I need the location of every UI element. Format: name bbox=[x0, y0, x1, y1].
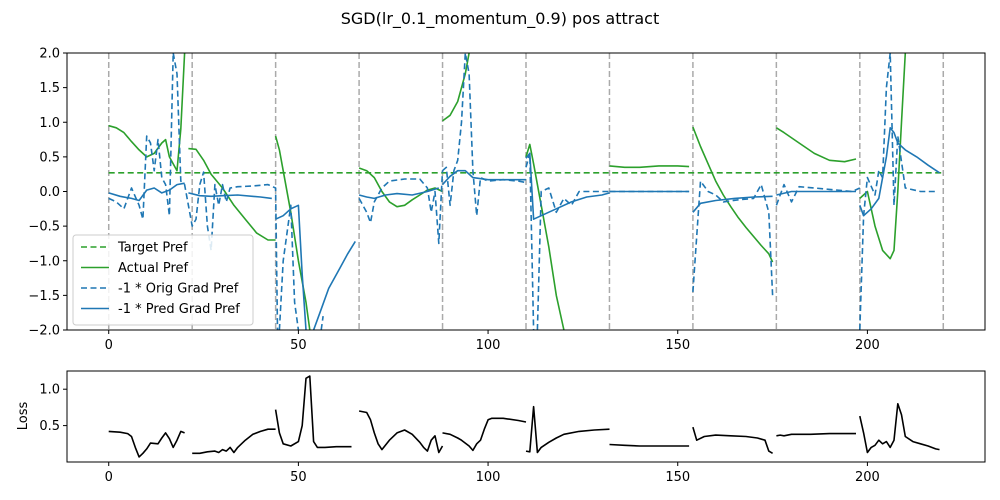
series-line-segment bbox=[536, 187, 610, 330]
legend-box bbox=[72, 234, 254, 326]
legend-label: Actual Pref bbox=[118, 261, 189, 276]
main-plot: 0 50 100 150 200 −2.0 −1.5 −1.0 −0.5 0.0 0.5 1.0 1.5… bbox=[28, 47, 986, 353]
y-tick-label: 1.0 bbox=[39, 383, 60, 398]
series-line-segment bbox=[609, 165, 690, 169]
series-line-segment bbox=[320, 315, 324, 330]
series-line-segment bbox=[692, 426, 774, 454]
y-tick-label: 0.5 bbox=[39, 150, 60, 165]
series-line-segment bbox=[442, 53, 470, 122]
series-line-segment bbox=[776, 190, 856, 196]
series-line-segment bbox=[441, 169, 526, 186]
series-line-segment bbox=[609, 443, 690, 447]
legend-label: -1 * Orig Grad Pref bbox=[118, 282, 239, 297]
series-line-segment bbox=[188, 147, 276, 241]
series-line-segment bbox=[192, 428, 276, 455]
series-line-segment bbox=[108, 182, 185, 202]
series-line-segment bbox=[775, 183, 861, 206]
series-line-segment bbox=[442, 417, 527, 452]
series-line-segment bbox=[525, 405, 610, 454]
y-tick-label: −1.5 bbox=[28, 289, 60, 304]
series-line-segment bbox=[358, 410, 444, 454]
y-tick-label: 0.0 bbox=[39, 185, 60, 200]
y-tick-label: 0.5 bbox=[39, 419, 60, 434]
legend-label: -1 * Pred Grad Pref bbox=[118, 302, 240, 317]
series-line-segment bbox=[859, 53, 907, 260]
axes-frame bbox=[66, 370, 986, 463]
series-line-segment bbox=[692, 195, 773, 213]
chart-title: SGD(lr_0.1_momentum_0.9) pos attract bbox=[341, 9, 659, 29]
series-line-segment bbox=[775, 127, 857, 163]
x-tick-label: 100 bbox=[476, 338, 501, 353]
series-line-segment bbox=[188, 192, 272, 200]
series-line-segment bbox=[358, 167, 443, 208]
series-line-segment bbox=[859, 53, 936, 330]
series-line-segment bbox=[108, 430, 185, 458]
series-line-segment bbox=[172, 53, 279, 330]
y-tick-label: −0.5 bbox=[28, 220, 60, 235]
series-line-segment bbox=[692, 180, 774, 296]
series-line-segment bbox=[312, 240, 356, 330]
legend-label: Target Pref bbox=[117, 241, 188, 256]
y-tick-label: 1.0 bbox=[39, 116, 60, 131]
series-1-pred-grad-pref bbox=[108, 127, 940, 330]
x-tick-label: 0 bbox=[105, 470, 113, 485]
series-loss bbox=[108, 375, 940, 458]
series-line-segment bbox=[358, 187, 440, 200]
y-tick-label: 1.5 bbox=[39, 81, 60, 96]
x-tick-label: 50 bbox=[290, 338, 307, 353]
series-line-segment bbox=[274, 135, 311, 330]
series-line-segment bbox=[441, 53, 527, 217]
series-line-segment bbox=[692, 126, 774, 263]
series-line-segment bbox=[859, 127, 940, 217]
series-line-segment bbox=[278, 204, 300, 330]
x-tick-label: 150 bbox=[665, 338, 690, 353]
legend: Target Pref Actual Pref -1 * Orig Grad Pre… bbox=[72, 234, 254, 326]
series-line-segment bbox=[108, 53, 174, 220]
y-tick-label: −2.0 bbox=[28, 324, 60, 339]
x-tick-label: 100 bbox=[476, 470, 501, 485]
x-tick-label: 200 bbox=[855, 338, 880, 353]
x-tick-label: 150 bbox=[665, 470, 690, 485]
series-line-segment bbox=[358, 170, 444, 245]
series-line-segment bbox=[525, 152, 535, 330]
y-tick-label: −1.0 bbox=[28, 254, 60, 269]
series-line-segment bbox=[275, 204, 307, 330]
loss-plot: 0 50 100 150 200 0.5 1.0 bbox=[39, 370, 986, 485]
loss-axis-label: Loss bbox=[16, 402, 31, 431]
x-tick-label: 50 bbox=[290, 470, 307, 485]
series-line-segment bbox=[274, 375, 352, 449]
x-tick-label: 200 bbox=[855, 470, 880, 485]
series-line-segment bbox=[859, 403, 940, 454]
x-tick-label: 0 bbox=[105, 338, 113, 353]
y-tick-label: 2.0 bbox=[39, 47, 60, 62]
series-line-segment bbox=[776, 432, 856, 437]
series-line-segment bbox=[525, 152, 610, 220]
series-line-segment bbox=[108, 53, 186, 172]
